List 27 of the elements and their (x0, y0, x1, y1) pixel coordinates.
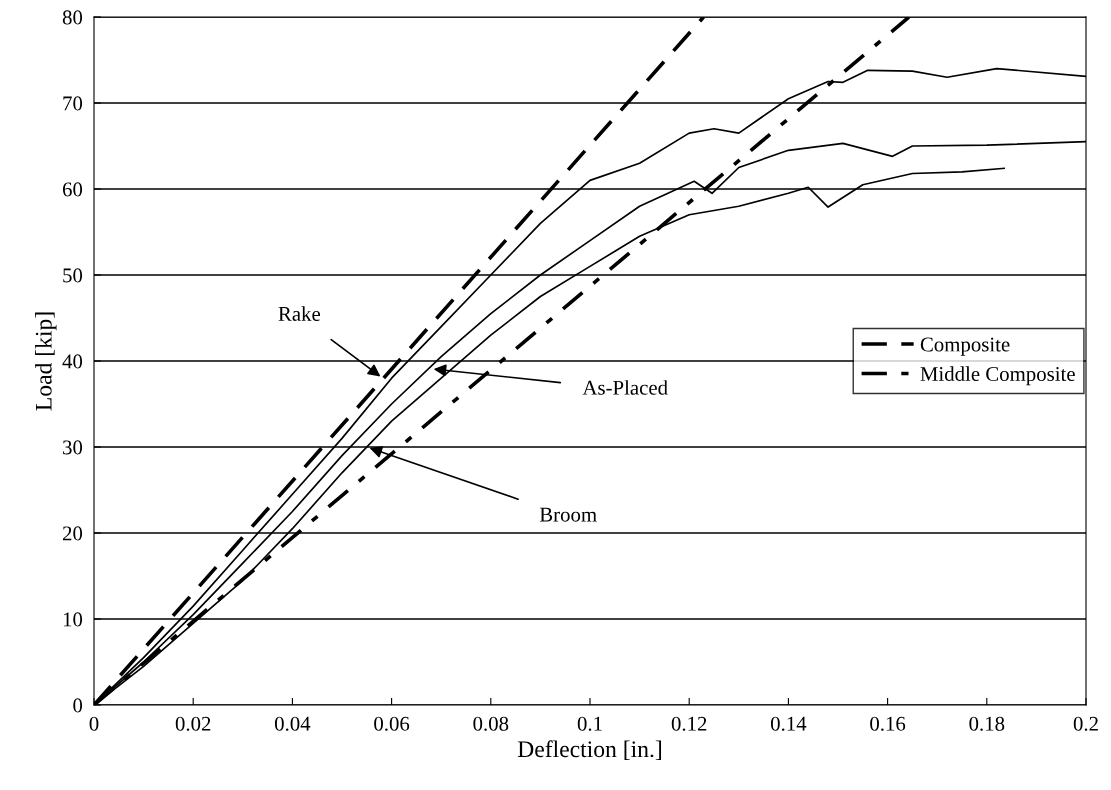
y-tick-label: 70 (63, 96, 83, 111)
x-tick-label: 0 (89, 716, 99, 731)
y-tick-label: 10 (63, 612, 83, 627)
y-tick-label: 80 (62, 10, 83, 25)
y-tick-label: 60 (62, 182, 83, 197)
annotation: As-Placed (582, 380, 668, 395)
annotation: Broom (539, 507, 597, 522)
y-tick-label: 40 (62, 354, 83, 369)
x-tick-label: 0.02 (175, 716, 211, 731)
x-tick-label: 0.1 (577, 716, 602, 731)
y-tick-label: 30 (63, 440, 83, 455)
legend-label: Middle Composite (920, 366, 1075, 386)
annotation: Rake (278, 306, 321, 321)
x-tick-label: 0.18 (969, 716, 1005, 731)
legend-label: Composite (920, 337, 1010, 356)
x-tick-label: 0.2 (1073, 716, 1098, 731)
y-axis-title: Load [kip] (35, 312, 57, 411)
x-tick-label: 0.16 (870, 716, 906, 731)
y-tick-label: 20 (62, 526, 83, 541)
x-tick-label: 0.06 (374, 716, 410, 731)
x-tick-label: 0.08 (473, 716, 509, 731)
x-tick-label: 0.12 (671, 716, 707, 731)
y-tick-label: 50 (63, 268, 83, 283)
x-axis-title: Deflection [in.] (517, 740, 662, 761)
y-tick-label: 0 (73, 698, 83, 713)
x-tick-label: 0.04 (274, 716, 311, 731)
x-tick-label: 0.14 (770, 716, 807, 731)
